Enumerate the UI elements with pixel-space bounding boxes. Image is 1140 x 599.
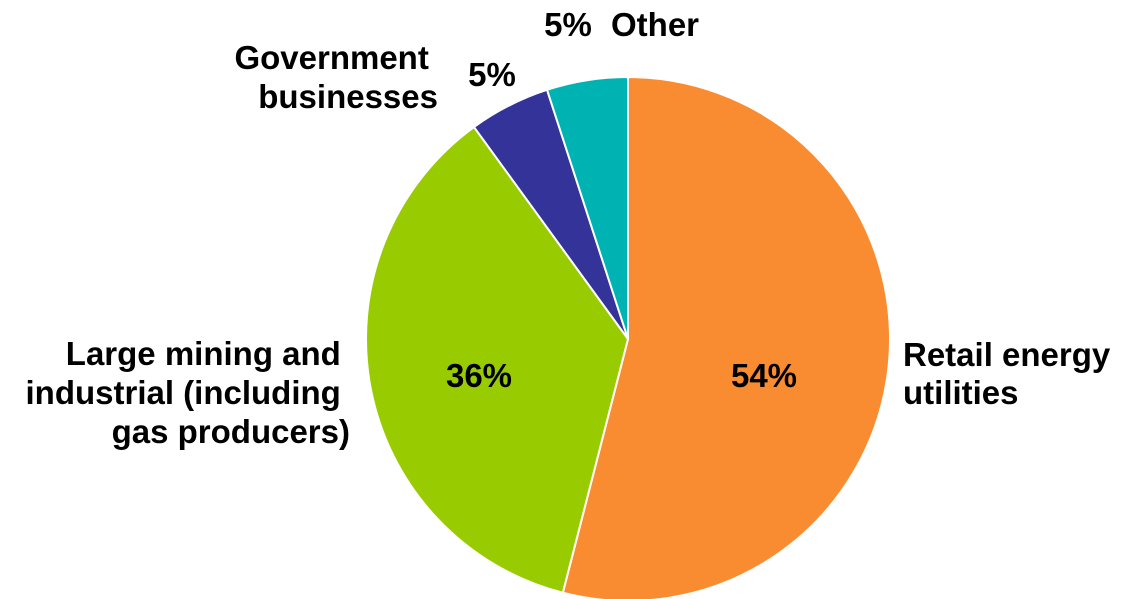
value-label-retail: 54% <box>731 357 797 394</box>
pie-slice-other <box>546 76 629 340</box>
category-label-government-line-1: Government <box>234 39 428 76</box>
value-label-mining: 36% <box>446 357 512 394</box>
pie-slice-mining <box>365 126 629 594</box>
category-label-retail-line-1: Retail energy <box>903 336 1111 373</box>
category-label-other: Other <box>611 6 699 43</box>
category-label-mining: Large mining and industrial (including g… <box>26 335 351 450</box>
category-label-government: Government businesses <box>234 39 438 115</box>
pie-slices <box>365 76 891 599</box>
category-label-government-line-2: businesses <box>258 78 438 115</box>
category-label-mining-line-3: gas producers) <box>112 413 350 450</box>
category-label-mining-line-2: industrial (including <box>26 374 341 411</box>
category-label-mining-line-1: Large mining and <box>66 335 341 372</box>
category-label-retail-line-2: utilities <box>903 374 1019 411</box>
value-label-government: 5% <box>468 56 516 93</box>
value-label-other: 5% <box>544 6 592 43</box>
category-label-retail: Retail energy utilities <box>903 336 1119 411</box>
pie-slice-retail <box>561 76 891 599</box>
